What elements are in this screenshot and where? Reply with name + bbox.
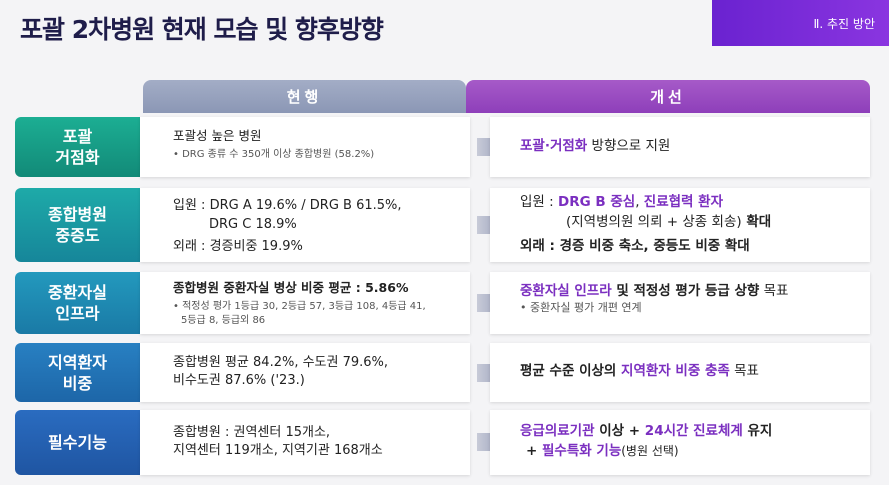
highlight: 진료협력 환자 [643, 194, 724, 210]
text: 유지 [742, 423, 773, 439]
row-label-comprehensive: 포괄 거점화 [15, 117, 140, 177]
current-line: 외래 : 경증비중 19.9% [173, 239, 303, 254]
text: 방향으로 지원 [587, 138, 671, 154]
current-note: 5등급 8, 등급외 86 [181, 315, 266, 326]
text: 확대 [741, 214, 772, 230]
text: 외래 : 경증 비중 축소, 중등도 비중 확대 [520, 238, 750, 254]
text: 평균 수준 이상의 [520, 363, 622, 379]
header-improved: 개선 [466, 80, 870, 113]
current-line: 지역센터 119개소, 지역기관 168개소 [173, 443, 383, 458]
row-label-severity: 종합병원 중증도 [15, 188, 140, 262]
current-cell: 종합병원 중환자실 병상 비중 평균 : 5.86% • 적정성 평가 1등급 … [140, 272, 470, 334]
current-main: 종합병원 중환자실 병상 비중 평균 : 5.86% [173, 280, 409, 295]
current-main: 포괄성 높은 병원 [173, 128, 262, 143]
highlight: 지역환자 비중 충족 [621, 363, 730, 379]
note: • 중환자실 평가 개편 연계 [520, 301, 642, 314]
text: 입원 : [520, 194, 558, 210]
header-current: 현행 [143, 80, 466, 113]
current-cell: 종합병원 평균 84.2%, 수도권 79.6%, 비수도권 87.6% ('2… [140, 343, 470, 402]
text: (병원 선택) [621, 444, 679, 458]
highlight: DRG B 중심 [557, 194, 636, 210]
text: 이상 + [594, 423, 645, 439]
section-badge: Ⅱ. 추진 방안 [712, 0, 889, 46]
current-note: • 적정성 평가 1등급 30, 2등급 57, 3등급 108, 4등급 41… [173, 301, 426, 312]
text: , [635, 194, 644, 210]
current-cell: 포괄성 높은 병원 • DRG 종류 수 350개 이상 종합병원 (58.2%… [140, 117, 470, 177]
improved-cell: 입원 : DRG B 중심, 진료협력 환자 (지역병의원 의뢰 + 상종 회송… [490, 188, 870, 262]
text: + [526, 443, 543, 459]
highlight: 중환자실 인프라 [520, 283, 612, 299]
row-label-text: 포괄 거점화 [55, 127, 100, 167]
current-cell: 종합병원 : 권역센터 15개소, 지역센터 119개소, 지역기관 168개소 [140, 410, 470, 475]
row-label-local-patients: 지역환자 비중 [15, 343, 140, 402]
current-line: 비수도권 87.6% ('23.) [173, 373, 305, 388]
highlight: 24시간 진료체계 [644, 423, 743, 439]
row-label-text: 중환자실 인프라 [48, 283, 107, 323]
improved-cell: 중환자실 인프라 및 적정성 평가 등급 상향 목표 • 중환자실 평가 개편 … [490, 272, 870, 334]
text: 및 적정성 평가 등급 상향 [611, 283, 760, 299]
text: (지역병의원 의뢰 + 상종 회송) [566, 214, 742, 230]
page-title: 포괄 2차병원 현재 모습 및 향후방향 [20, 15, 384, 44]
row-label-text: 종합병원 중증도 [48, 205, 107, 245]
current-line: 종합병원 : 권역센터 15개소, [173, 425, 331, 440]
improved-cell: 평균 수준 이상의 지역환자 비중 충족 목표 [490, 343, 870, 402]
improved-cell: 응급의료기관 이상 + 24시간 진료체계 유지 + 필수특화 기능(병원 선택… [490, 410, 870, 475]
current-line: 입원 : DRG A 19.6% / DRG B 61.5%, [173, 198, 402, 213]
row-label-essential-functions: 필수기능 [15, 410, 140, 475]
highlight: 포괄·거점화 [520, 138, 588, 154]
row-label-icu: 중환자실 인프라 [15, 272, 140, 334]
current-line: DRG C 18.9% [209, 217, 297, 232]
text: 목표 [729, 363, 759, 379]
current-note: • DRG 종류 수 350개 이상 종합병원 (58.2%) [173, 149, 375, 160]
highlight: 필수특화 기능 [542, 443, 622, 459]
highlight: 응급의료기관 [520, 423, 595, 439]
text: 목표 [759, 283, 789, 299]
current-cell: 입원 : DRG A 19.6% / DRG B 61.5%, DRG C 18… [140, 188, 470, 262]
current-line: 종합병원 평균 84.2%, 수도권 79.6%, [173, 355, 389, 370]
row-label-text: 지역환자 비중 [48, 352, 107, 393]
improved-cell: 포괄·거점화 방향으로 지원 [490, 117, 870, 177]
row-label-text: 필수기능 [48, 433, 107, 452]
